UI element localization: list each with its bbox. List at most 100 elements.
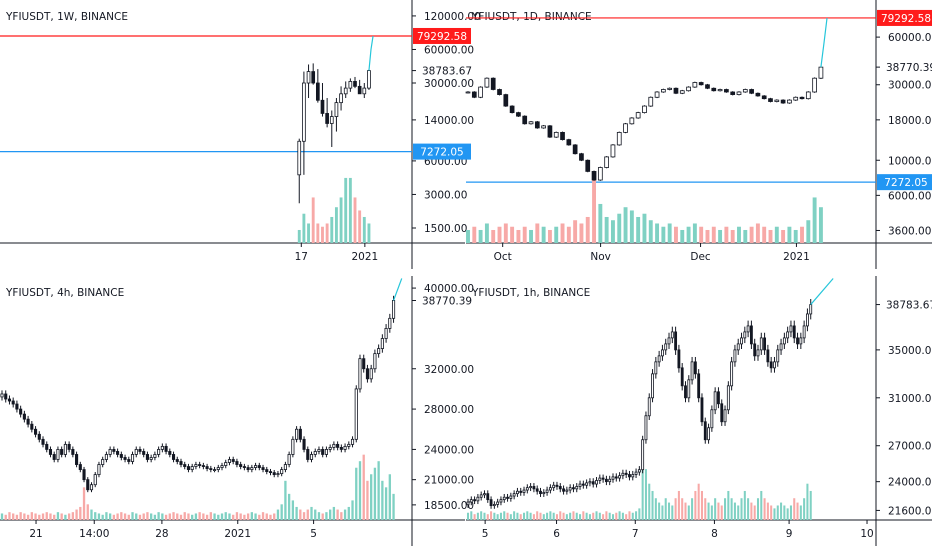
candle-body (684, 385, 687, 399)
volume-bar (297, 229, 301, 243)
volume-bar (490, 511, 493, 520)
candle-body (565, 489, 569, 492)
volume-bar (753, 505, 756, 520)
candle-body (776, 349, 780, 363)
candle-body (373, 353, 377, 370)
volume-bar (53, 514, 56, 520)
volume-bar (97, 513, 101, 520)
volume-bar (611, 514, 615, 520)
volume-bar (306, 509, 309, 520)
volume-bar (198, 512, 201, 520)
chart-title: YFIUSDT, 1W, BINANCE (5, 11, 128, 23)
volume-bar (687, 505, 690, 520)
candle-body (673, 87, 679, 94)
volume-bar (295, 506, 298, 520)
candle-body (628, 474, 631, 478)
candle-body (707, 427, 710, 441)
volume-bar (265, 513, 268, 520)
candle-body (347, 443, 351, 447)
candle-body (726, 385, 730, 411)
candle-body (677, 349, 681, 369)
candle-body (654, 361, 658, 375)
volume-bar (503, 511, 506, 520)
candle-body (497, 89, 502, 95)
y-tick-label: 1500.00 (424, 223, 467, 235)
candle-body (555, 484, 559, 487)
y-tick-label: 14000.00 (424, 115, 474, 127)
volume-bar (598, 512, 601, 520)
volume-bar (499, 512, 502, 520)
volume-bar (621, 512, 624, 520)
candle-body (503, 94, 509, 107)
volume-bar (269, 514, 272, 520)
candle-body (283, 464, 287, 470)
candle-body (479, 494, 483, 498)
candle-body (552, 484, 556, 489)
volume-bar (750, 502, 753, 520)
candle-body (306, 71, 311, 84)
chart-title: YFIUSDT, 1h, BINANCE (471, 287, 590, 299)
volume-bar (358, 461, 362, 520)
candle-body (756, 349, 760, 357)
volume-bar (566, 226, 571, 243)
volume-bar (484, 223, 489, 243)
candle-body (541, 125, 546, 129)
candle-body (332, 443, 336, 448)
volume-bar (506, 512, 509, 520)
volume-bar (737, 505, 740, 520)
volume-bar (776, 505, 779, 520)
volume-bar (562, 512, 565, 520)
volume-bar (246, 513, 250, 520)
volume-bar (8, 512, 11, 520)
y-tick-label: 24000.00 (424, 444, 474, 456)
volume-bar (579, 514, 582, 520)
candle-body (595, 480, 598, 485)
candle-body (171, 454, 176, 460)
candle-body (703, 421, 707, 441)
candle-body (104, 454, 108, 460)
volume-bar (232, 514, 235, 520)
volume-bar (353, 197, 357, 243)
volume-bar (635, 511, 638, 520)
volume-bar (75, 509, 78, 520)
volume-bar (724, 226, 729, 243)
y-tick-label: 24000.00 (888, 477, 932, 489)
candle-body (614, 476, 618, 479)
volume-bar (497, 226, 502, 243)
candle-body (280, 469, 284, 475)
volume-bar (243, 514, 246, 520)
volume-bar (559, 511, 562, 520)
volume-bar (187, 513, 190, 520)
candle-body (190, 466, 194, 470)
volume-bar (157, 512, 160, 520)
candle-body (183, 464, 187, 467)
volume-bar (691, 498, 694, 520)
volume-bar (704, 498, 707, 520)
x-tick-label: 2021 (224, 528, 251, 540)
candle-body (591, 481, 595, 485)
x-tick-label: 5 (482, 528, 489, 540)
volume-bar (770, 505, 773, 520)
candle-body (483, 493, 486, 496)
candle-body (802, 325, 806, 339)
volume-bar (150, 513, 153, 520)
candle-body (205, 466, 209, 469)
candle-body (209, 468, 213, 470)
candle-body (705, 84, 710, 89)
candle-body (608, 478, 612, 483)
volume-bar (250, 512, 254, 520)
volume-bar (339, 197, 343, 243)
candle-body (116, 451, 120, 455)
candle-body (291, 438, 295, 455)
candle-body (763, 337, 767, 351)
volume-bar (793, 229, 798, 243)
candle-body (339, 446, 343, 450)
volume-bar (344, 177, 348, 243)
volume-bar (348, 177, 352, 243)
volume-bar (108, 513, 112, 520)
volume-bar (799, 505, 802, 520)
x-tick-label: 8 (711, 528, 718, 540)
candle-body (369, 368, 373, 380)
candle-body (654, 91, 660, 98)
volume-bar (112, 514, 116, 520)
